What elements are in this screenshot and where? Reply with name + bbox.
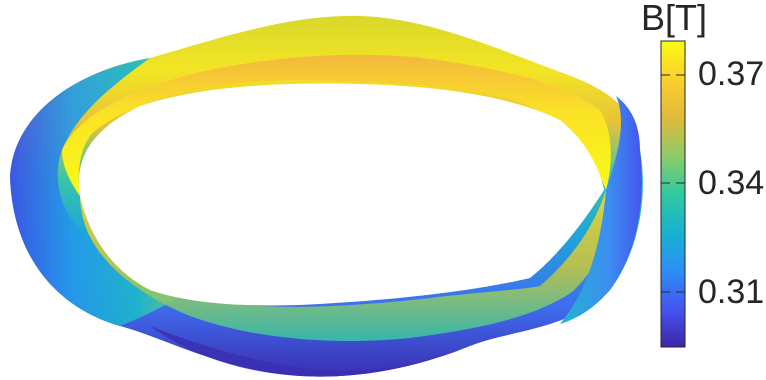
torus-right-band <box>560 96 642 324</box>
torus-left-band <box>10 58 190 326</box>
colorbar <box>660 40 686 348</box>
torus-hole <box>78 83 604 306</box>
torus-top-ribbon <box>62 54 611 196</box>
colorbar-tick-label: 0.31 <box>698 273 765 311</box>
torus-surface <box>10 15 643 377</box>
torus-bottom-ribbon <box>80 190 609 342</box>
torus-lower-dark-band <box>150 326 470 377</box>
colorbar-bar <box>660 40 686 348</box>
colorbar-title: B[T] <box>641 0 708 38</box>
colorbar-tick-label: 0.34 <box>698 164 765 202</box>
colorbar-tick-label: 0.37 <box>698 55 765 93</box>
